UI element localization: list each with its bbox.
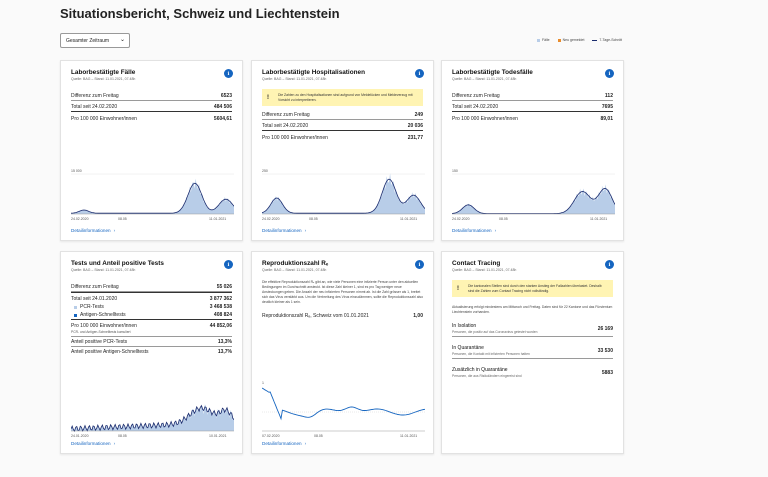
card-title: Tests und Anteil positive Tests (71, 260, 164, 267)
card-deaths: Laborbestätigte Todesfälle Quelle: BAG –… (441, 60, 624, 241)
detail-link[interactable]: Detailinformationen › (262, 228, 307, 233)
period-select[interactable]: Gesamter Zeitraum ⌄ (60, 33, 130, 48)
card-source: Quelle: BAG – Stand: 11.01.2021, 07.48h (71, 268, 136, 272)
info-icon[interactable]: i (224, 260, 233, 269)
detail-link[interactable]: Detailinformationen › (262, 441, 307, 446)
card-contact-tracing: Contact Tracing Quelle: BAG – Stand: 11.… (441, 251, 624, 454)
stat-sub-row: PCR-Tests 3 468 538 (71, 303, 232, 311)
y-tick-label: 250 (262, 169, 268, 173)
info-icon[interactable]: i (224, 69, 233, 78)
chevron-down-icon: ⌄ (119, 37, 125, 43)
reproduction-chart: 1 07.02.2020 08.05 11.01.2021 (262, 378, 425, 440)
x-tick-label: 24.02.2020 (452, 217, 470, 221)
note: PCR- und Antigen-Schnelltests kumuliert (71, 330, 232, 337)
x-tick-label: 24.02.2020 (262, 217, 280, 221)
stat-row: Total seit 24.02.2020 484 506 (71, 101, 232, 112)
description-text: Aktualisierung erfolgt mindestens am Mit… (452, 305, 613, 315)
y-tick-label: 15 000 (71, 169, 82, 173)
legend-item-cases: Fälle (537, 38, 550, 42)
stat-row: Differenz zum Freitag 55 026 (71, 281, 232, 292)
cases-chart-svg: 15 000 24.02.2020 08.05 11.01.2021 (71, 169, 234, 221)
legend-item-new: Neu gemeldet (557, 38, 584, 42)
stat-row: Total seit 24.02.2020 7695 (452, 101, 613, 112)
cases-chart: 15 000 24.02.2020 08.05 11.01.2021 (71, 168, 234, 224)
stat-row: Pro 100 000 Einwohner/innen 231,77 (262, 134, 423, 141)
y-tick-label: 1 (262, 381, 264, 385)
card-cases: Laborbestätigte Fälle Quelle: BAG – Stan… (60, 60, 243, 241)
info-icon[interactable]: i (605, 69, 614, 78)
stat-row: Differenz zum Freitag 112 (452, 90, 613, 101)
chevron-right-icon: › (494, 228, 497, 233)
card-reproduction: Reproduktionszahl Rₑ Quelle: BAG – Stand… (251, 251, 434, 454)
warning-box: ! Die Zahlen zu den Hospitalisationen si… (262, 89, 423, 107)
x-tick-label: 08.05 (118, 217, 127, 221)
x-tick-label: 08.05 (118, 434, 127, 438)
stat-row: Reproduktionszahl Rₑ, Schweiz vom 01.01.… (262, 312, 423, 319)
stat-row: Total seit 24.02.2020 20 036 (262, 120, 423, 132)
x-tick-label: 07.02.2020 (262, 434, 280, 438)
x-tick-label: 11.01.2021 (209, 217, 226, 221)
chevron-right-icon: › (304, 441, 307, 446)
card-title: Reproduktionszahl Rₑ (262, 260, 329, 267)
info-icon[interactable]: i (415, 69, 424, 78)
card-source: Quelle: BAG – Stand: 11.01.2021, 07.48h (452, 77, 517, 81)
y-tick-label: 150 (452, 169, 458, 173)
x-tick-label: 08.05 (309, 217, 318, 221)
card-title: Laborbestätigte Fälle (71, 69, 136, 76)
tests-chart: 24.01.2020 08.05 10.01.2021 (71, 382, 234, 440)
warning-icon: ! (267, 95, 269, 101)
stat-row: Anteil positive PCR-Tests 13,3% (71, 337, 232, 347)
x-tick-label: 11.01.2021 (400, 217, 417, 221)
detail-link[interactable]: Detailinformationen › (71, 228, 116, 233)
chevron-right-icon: › (113, 228, 116, 233)
warning-box: ! Die kantonalen Stellen sind durch den … (452, 280, 613, 298)
x-tick-label: 08.05 (499, 217, 508, 221)
chart-legend: Fälle Neu gemeldet 7-Tage-Schnitt (537, 38, 622, 42)
stat-row: Pro 100 000 Einwohner/innen 89,01 (452, 115, 613, 122)
tracing-item: In Isolation Personen, die positiv auf da… (452, 323, 613, 338)
card-title: Laborbestätigte Todesfälle (452, 69, 533, 76)
warning-icon: ! (457, 286, 459, 292)
info-icon[interactable]: i (605, 260, 614, 269)
card-tests: Tests und Anteil positive Tests Quelle: … (60, 251, 243, 454)
card-source: Quelle: BAG – Stand: 11.01.2021, 07.48h (262, 77, 327, 81)
card-title: Laborbestätigte Hospitalisationen (262, 69, 365, 76)
deaths-chart: 150 24.02.2020 08.05 11.01.2021 (452, 168, 615, 224)
stat-row: Pro 100 000 Einwohner/innen 44 852,06 (71, 322, 232, 329)
x-tick-label: 11.01.2021 (400, 434, 417, 438)
stat-row: Anteil positive Antigen-Schnelltests 13,7… (71, 348, 232, 355)
legend-item-avg: 7-Tage-Schnitt (592, 38, 622, 42)
x-tick-label: 11.01.2021 (590, 217, 607, 221)
card-source: Quelle: BAG – Stand: 11.01.2021, 07.48h (262, 268, 327, 272)
stat-row: Differenz zum Freitag 6523 (71, 90, 232, 101)
hospitalisations-chart: 250 24.02.2020 08.05 11.01.2021 (262, 168, 425, 224)
tracing-item: In Quarantäne Personen, die Kontakt mit i… (452, 345, 613, 360)
x-tick-label: 24.02.2020 (71, 217, 89, 221)
card-title: Contact Tracing (452, 260, 501, 267)
description-text: Die effektive Reproduktionszahl Rₑ gibt … (262, 280, 424, 304)
stat-sub-row: Antigen-Schnelltests 408 824 (71, 311, 232, 320)
page-title: Situationsbericht, Schweiz und Liechtens… (60, 6, 340, 21)
detail-link[interactable]: Detailinformationen › (71, 441, 116, 446)
period-select-value: Gesamter Zeitraum (66, 37, 110, 44)
chevron-right-icon: › (304, 228, 307, 233)
x-tick-label: 24.01.2020 (71, 434, 89, 438)
info-icon[interactable]: i (415, 260, 424, 269)
tracing-item: Zusätzlich in Quarantäne Personen, die au… (452, 367, 613, 379)
card-hospitalisations: Laborbestätigte Hospitalisationen Quelle… (251, 60, 434, 241)
card-source: Quelle: BAG – Stand: 11.01.2021, 07.48h (71, 77, 136, 81)
stat-row: Pro 100 000 Einwohner/innen 5604,61 (71, 115, 232, 122)
chevron-right-icon: › (113, 441, 116, 446)
card-source: Quelle: BAG – Stand: 11.01.2021, 07.48h (452, 268, 517, 272)
x-tick-label: 08.05 (314, 434, 323, 438)
stat-row: Total seit 24.01.2020 3 877 362 (71, 292, 232, 303)
x-tick-label: 10.01.2021 (209, 434, 227, 438)
detail-link[interactable]: Detailinformationen › (452, 228, 497, 233)
stat-row: Differenz zum Freitag 249 (262, 109, 423, 121)
